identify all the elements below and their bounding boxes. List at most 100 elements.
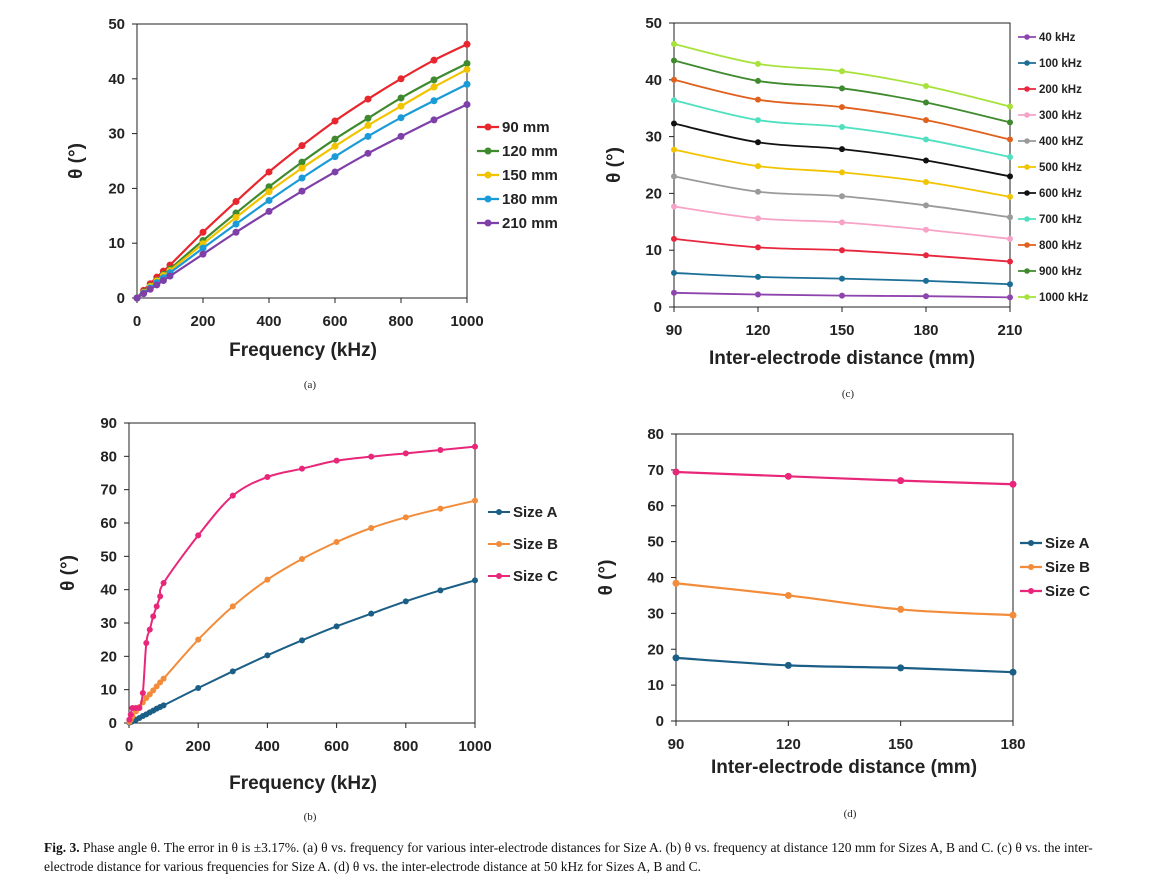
data-point-1000-khz	[755, 60, 761, 67]
x-tick-label: 210	[997, 322, 1022, 339]
y-tick-label: 10	[647, 677, 664, 694]
legend-label: 300 kHz	[1039, 110, 1082, 122]
legend-swatch-marker	[1024, 190, 1030, 196]
legend-swatch-marker	[1024, 164, 1030, 170]
y-tick-label: 80	[100, 448, 117, 465]
x-axis-title: Inter-electrode distance (mm)	[711, 757, 977, 778]
data-point-700-khz	[923, 136, 929, 143]
data-point-500-khz	[839, 169, 845, 176]
legend-label: 800 kHz	[1039, 240, 1082, 252]
legend-swatch-marker	[1024, 138, 1030, 144]
data-point-210-mm	[331, 168, 339, 176]
plot-area-frame	[128, 422, 476, 724]
data-point-size-c	[143, 640, 150, 646]
data-point-120-mm	[397, 94, 405, 102]
data-point-800-khz	[755, 96, 761, 103]
data-point-size-c	[672, 468, 680, 476]
data-point-900-khz	[671, 57, 677, 64]
data-point-size-c	[160, 580, 167, 586]
x-tick-label: 400	[255, 738, 280, 755]
y-tick-label: 40	[647, 570, 664, 587]
data-point-200-khz	[755, 244, 761, 251]
data-point-300-khz	[755, 215, 761, 222]
data-point-150-mm	[265, 188, 273, 196]
data-point-90-mm	[265, 168, 273, 176]
data-point-600-khz	[671, 120, 677, 127]
legend-label: 200 kHz	[1039, 84, 1082, 96]
data-point-90-mm	[331, 117, 339, 125]
chart-c: 0 10 20 30 40 50 90 120 150 180 210 Inter-electrode…	[580, 0, 1165, 415]
y-tick-label: 10	[108, 235, 125, 252]
y-axis-title: θ (°)	[58, 555, 79, 591]
x-axis-title: Frequency (kHz)	[229, 340, 377, 361]
data-point-200-khz	[923, 252, 929, 259]
chart-d: 0 10 20 30 40 50 60 70 80 90 120 150 180 Inter-electr…	[580, 405, 1165, 835]
data-point-size-a	[437, 587, 444, 594]
data-point-120-mm	[298, 158, 306, 166]
legend-label: Size C	[1045, 583, 1090, 600]
chart-b: 0 10 20 30 40 50 60 70 80 90 0 200 400 600 800 1000 Freq…	[0, 405, 580, 835]
data-point-100-khz	[671, 269, 677, 276]
chart-a: 0 10 20 30 40 50 0 200 400 600 800 1000 Frequency (k…	[0, 0, 560, 415]
data-point-900-khz	[923, 99, 929, 106]
legend-swatch-marker	[1024, 60, 1030, 66]
data-point-400-khz	[839, 193, 845, 200]
series-line-size-c	[675, 470, 1014, 486]
legend-label: 700 kHz	[1039, 214, 1082, 226]
legend-label: 600 kHz	[1039, 188, 1082, 200]
legend-label: 40 kHz	[1039, 32, 1076, 44]
data-point-size-b	[264, 576, 271, 583]
x-tick-label: 180	[1000, 736, 1025, 753]
data-point-size-c	[195, 532, 202, 539]
data-point-400-khz	[1007, 214, 1013, 221]
data-point-900-khz	[1007, 119, 1013, 126]
y-tick-label: 30	[100, 615, 117, 632]
series-line-150-mm	[136, 68, 468, 299]
data-point-size-c	[153, 603, 160, 610]
data-point-300-khz	[671, 203, 677, 210]
data-point-120-mm	[463, 59, 471, 67]
legend-swatch-marker	[1024, 112, 1030, 118]
data-point-300-khz	[923, 226, 929, 233]
data-point-150-mm	[364, 121, 372, 129]
legend-label: Size A	[1045, 535, 1090, 552]
data-point-size-c	[127, 711, 134, 718]
data-point-210-mm	[199, 250, 207, 258]
legend-label: Size A	[513, 504, 558, 521]
y-tick-label: 30	[645, 129, 662, 146]
y-tick-label: 40	[100, 582, 117, 599]
y-tick-label: 20	[108, 180, 125, 197]
data-point-90-mm	[463, 40, 471, 48]
data-point-size-a	[897, 664, 905, 672]
data-point-700-khz	[755, 117, 761, 124]
data-point-180-mm	[232, 220, 240, 228]
legend-swatch-marker	[1024, 216, 1030, 222]
data-point-size-a	[229, 668, 236, 675]
y-axis-title: θ (°)	[604, 147, 625, 183]
data-point-900-khz	[755, 77, 761, 84]
data-point-700-khz	[839, 123, 845, 130]
x-tick-label: 120	[776, 736, 801, 753]
y-tick-label: 70	[647, 462, 664, 479]
y-tick-label: 0	[117, 290, 125, 307]
data-point-210-mm	[232, 228, 240, 236]
data-point-150-mm	[397, 102, 405, 110]
data-point-210-mm	[430, 116, 438, 124]
data-point-1000-khz	[839, 68, 845, 75]
legend-label: Size B	[1045, 559, 1090, 576]
x-tick-label: 90	[668, 736, 685, 753]
data-point-200-khz	[671, 235, 677, 242]
x-tick-label: 800	[393, 738, 418, 755]
data-point-size-c	[333, 457, 340, 464]
y-tick-label: 20	[100, 648, 117, 665]
legend-label: 210 mm	[502, 215, 558, 232]
legend-label: 500 kHz	[1039, 162, 1082, 174]
data-point-size-b	[672, 579, 680, 587]
data-point-400-khz	[671, 173, 677, 180]
data-point-800-khz	[923, 117, 929, 124]
data-point-size-a	[368, 610, 375, 617]
data-point-size-c	[897, 477, 905, 485]
data-point-size-a	[264, 652, 271, 659]
x-tick-label: 150	[829, 322, 854, 339]
data-point-210-mm	[298, 187, 306, 195]
